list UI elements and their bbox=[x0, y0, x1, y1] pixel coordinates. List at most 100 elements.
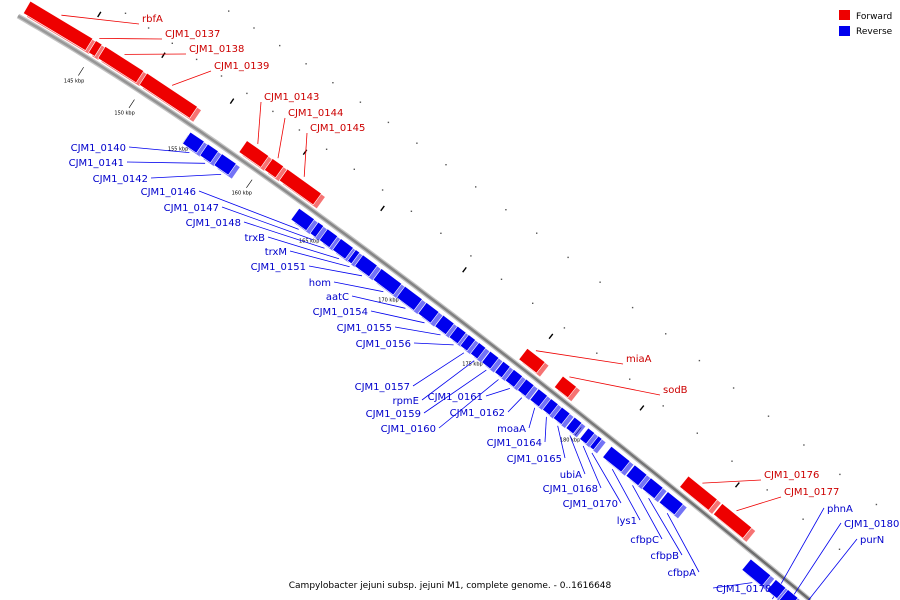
gene-label-sodb[interactable]: sodB bbox=[663, 385, 688, 396]
gene-label-cjm1-0142[interactable]: CJM1_0142 bbox=[93, 174, 148, 185]
reverse-gene-ubia[interactable] bbox=[565, 416, 586, 438]
reverse-gene-cjm1-0154[interactable] bbox=[417, 302, 443, 327]
scale-tick bbox=[78, 66, 84, 76]
grid-dot bbox=[631, 306, 634, 309]
gene-label-cjm1-0165[interactable]: CJM1_0165 bbox=[507, 454, 562, 465]
gene-label-cjm1-0144[interactable]: CJM1_0144 bbox=[288, 108, 343, 119]
reverse-gene-cjm1-0157[interactable] bbox=[459, 334, 480, 355]
gene-label-cfbpb[interactable]: cfbpB bbox=[650, 551, 679, 562]
gene-label-cfbpc[interactable]: cfbpC bbox=[630, 535, 659, 546]
gene-label-cjm1-0155[interactable]: CJM1_0155 bbox=[337, 323, 392, 334]
gene-label-cjm1-0176[interactable]: CJM1_0176 bbox=[764, 470, 819, 481]
gene-label-cjm1-0164[interactable]: CJM1_0164 bbox=[487, 438, 542, 449]
forward-gene-rbfa[interactable] bbox=[22, 0, 97, 55]
gene-label-cjm1-0161[interactable]: CJM1_0161 bbox=[428, 392, 483, 403]
gene-label-cjm1-0154[interactable]: CJM1_0154 bbox=[313, 307, 368, 318]
forward-gene-cjm1-0138[interactable] bbox=[97, 46, 148, 87]
gene-leader bbox=[412, 352, 465, 387]
scale-dash bbox=[97, 11, 102, 18]
gene-label-moaa[interactable]: moaA bbox=[497, 424, 526, 435]
reverse-gene-cjm1-0178[interactable] bbox=[741, 558, 775, 590]
gene-label-lys1[interactable]: lys1 bbox=[617, 516, 637, 527]
legend-forward-swatch[interactable] bbox=[839, 10, 850, 20]
grid-dot bbox=[766, 489, 768, 491]
gene-label-trxb[interactable]: trxB bbox=[244, 233, 265, 244]
forward-gene-cjm1-0177[interactable] bbox=[713, 503, 756, 542]
legend-reverse-label: Reverse bbox=[856, 27, 893, 37]
reverse-gene-cjm1-0140[interactable] bbox=[182, 131, 208, 157]
gene-label-trxm[interactable]: trxM bbox=[265, 247, 287, 258]
gene-label-ubia[interactable]: ubiA bbox=[560, 470, 582, 481]
reverse-gene-cfbpc[interactable] bbox=[625, 464, 651, 490]
gene-label-cjm1-0178[interactable]: CJM1_0178 bbox=[716, 584, 771, 595]
reverse-gene-cjm1-0168[interactable] bbox=[579, 427, 599, 448]
gene-label-miaa[interactable]: miaA bbox=[626, 354, 652, 365]
gene-label-cjm1-0156[interactable]: CJM1_0156 bbox=[356, 339, 411, 350]
reverse-gene-rpme[interactable] bbox=[470, 342, 490, 363]
forward-gene-cjm1-0139[interactable] bbox=[138, 72, 202, 122]
reverse-gene-cjm1-0180[interactable] bbox=[778, 589, 802, 600]
reverse-gene-cjm1-0142[interactable] bbox=[213, 153, 240, 179]
reverse-gene-trxm[interactable] bbox=[347, 249, 364, 268]
gene-label-cjm1-0140[interactable]: CJM1_0140 bbox=[71, 143, 126, 154]
gene-label-cjm1-0162[interactable]: CJM1_0162 bbox=[450, 408, 505, 419]
gene-leader bbox=[126, 161, 206, 164]
gene-label-cjm1-0139[interactable]: CJM1_0139 bbox=[214, 61, 269, 72]
reverse-gene-cjm1-0161[interactable] bbox=[504, 369, 527, 391]
reverse-gene-cjm1-0159[interactable] bbox=[481, 350, 503, 373]
reverse-gene-hom[interactable] bbox=[372, 268, 406, 299]
gene-label-cjm1-0151[interactable]: CJM1_0151 bbox=[251, 262, 306, 273]
gene-label-cjm1-0159[interactable]: CJM1_0159 bbox=[366, 409, 421, 420]
gene-label-cjm1-0148[interactable]: CJM1_0148 bbox=[186, 218, 241, 229]
reverse-gene-cjm1-0146[interactable] bbox=[290, 207, 318, 235]
gene-label-cjm1-0170[interactable]: CJM1_0170 bbox=[563, 499, 618, 510]
gene-label-cjm1-0137[interactable]: CJM1_0137 bbox=[165, 29, 220, 40]
gene-label-purn[interactable]: purN bbox=[860, 535, 884, 546]
gene-label-cjm1-0160[interactable]: CJM1_0160 bbox=[381, 424, 436, 435]
gene-label-cfbpa[interactable]: cfbpA bbox=[667, 568, 696, 579]
forward-gene-cjm1-0137[interactable] bbox=[88, 40, 106, 60]
gene-label-rbfa[interactable]: rbfA bbox=[142, 14, 163, 25]
gene-label-cjm1-0146[interactable]: CJM1_0146 bbox=[141, 187, 196, 198]
reverse-gene-cjm1-0160[interactable] bbox=[494, 360, 514, 382]
gene-leader bbox=[712, 582, 753, 589]
legend-reverse-swatch[interactable] bbox=[839, 26, 850, 36]
gene-label-phna[interactable]: phnA bbox=[827, 504, 853, 515]
reverse-gene-cfbpb[interactable] bbox=[641, 477, 667, 503]
gene-label-hom[interactable]: hom bbox=[309, 278, 331, 289]
gene-label-cjm1-0143[interactable]: CJM1_0143 bbox=[264, 92, 319, 103]
forward-gene-sodb[interactable] bbox=[553, 375, 580, 402]
reverse-gene-lys1[interactable] bbox=[602, 445, 634, 476]
gene-label-aatc[interactable]: aatC bbox=[326, 292, 349, 303]
gene-body bbox=[565, 416, 583, 435]
gene-label-cjm1-0168[interactable]: CJM1_0168 bbox=[543, 484, 598, 495]
reverse-gene-aatc[interactable] bbox=[396, 285, 426, 314]
forward-gene-cjm1-0143[interactable] bbox=[238, 140, 273, 171]
reverse-gene-cjm1-0141[interactable] bbox=[199, 143, 222, 167]
gene-label-cjm1-0180[interactable]: CJM1_0180 bbox=[844, 519, 899, 530]
gene-label-cjm1-0147[interactable]: CJM1_0147 bbox=[164, 203, 219, 214]
gene-label-cjm1-0177[interactable]: CJM1_0177 bbox=[784, 487, 839, 498]
gene-label-cjm1-0141[interactable]: CJM1_0141 bbox=[69, 158, 124, 169]
reverse-gene-cjm1-0147[interactable] bbox=[309, 221, 328, 241]
forward-gene-miaa[interactable] bbox=[518, 347, 549, 377]
gene-shadow bbox=[351, 253, 364, 268]
gene-label-rpme[interactable]: rpmE bbox=[392, 396, 419, 407]
gene-label-cjm1-0138[interactable]: CJM1_0138 bbox=[189, 44, 244, 55]
gene-leader bbox=[99, 38, 163, 40]
gene-label-cjm1-0157[interactable]: CJM1_0157 bbox=[355, 382, 410, 393]
reverse-gene-cjm1-0151[interactable] bbox=[354, 254, 381, 281]
reverse-gene-cfbpa[interactable] bbox=[658, 491, 687, 519]
reverse-gene-cjm1-0162[interactable] bbox=[517, 378, 538, 400]
gene-label-cjm1-0145[interactable]: CJM1_0145 bbox=[310, 123, 365, 134]
reverse-gene-cjm1-0165[interactable] bbox=[552, 406, 574, 429]
gene-leader bbox=[666, 513, 700, 573]
forward-gene-cjm1-0176[interactable] bbox=[679, 475, 721, 514]
reverse-gene-cjm1-0164[interactable] bbox=[542, 398, 562, 419]
reverse-gene-cjm1-0156[interactable] bbox=[448, 325, 470, 348]
reverse-gene-cjm1-0148[interactable] bbox=[318, 228, 342, 252]
reverse-gene-cjm1-0170[interactable] bbox=[589, 435, 606, 454]
forward-gene-cjm1-0145[interactable] bbox=[278, 168, 325, 209]
reverse-gene-moaa[interactable] bbox=[529, 388, 552, 411]
gene-body bbox=[347, 249, 361, 265]
